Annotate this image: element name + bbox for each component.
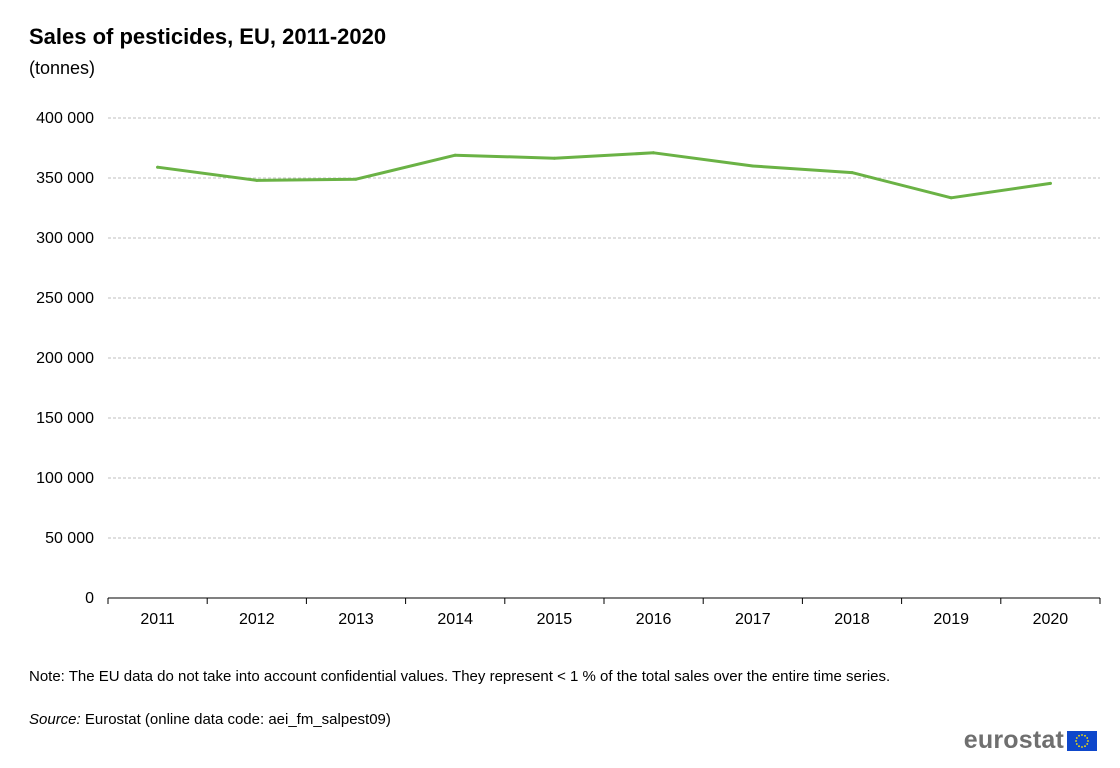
data-point — [949, 196, 953, 200]
y-tick-label: 50 000 — [45, 530, 94, 547]
data-point — [850, 171, 854, 175]
data-point — [156, 165, 160, 169]
x-tick-label: 2015 — [537, 611, 573, 628]
axes: 0 50 000 100 000 150 000 200 000 250 000 300 0… — [36, 110, 1101, 628]
flag-star — [1084, 744, 1086, 747]
y-tick-label: 300 000 — [36, 230, 94, 247]
data-point — [751, 164, 755, 168]
series — [156, 151, 1052, 200]
data-point — [1048, 181, 1052, 185]
source-text: Eurostat (online data code: aei_fm_salpe… — [80, 711, 391, 728]
gridlines — [108, 117, 1100, 539]
y-tick-label: 0 — [85, 590, 94, 607]
flag-star — [1075, 739, 1077, 742]
flag-star — [1087, 739, 1089, 742]
x-tick-label: 2013 — [338, 611, 374, 628]
x-tick-label: 2020 — [1033, 611, 1069, 628]
flag-star — [1075, 736, 1078, 739]
x-tick-label: 2011 — [140, 611, 175, 628]
data-point — [652, 151, 656, 155]
series-line — [156, 151, 1052, 200]
eu-flag-icon — [1067, 730, 1097, 751]
line-chart: 0 50 000 100 000 150 000 200 000 250 000 300 0… — [36, 110, 1101, 628]
x-tick-label: 2016 — [636, 611, 672, 628]
flag-star — [1086, 736, 1089, 739]
x-tick-label: 2014 — [437, 611, 473, 628]
source-label: Source: — [29, 711, 81, 728]
chart-subtitle: (tonnes) — [29, 58, 96, 78]
flag-star — [1084, 734, 1086, 737]
eurostat-logo: eurostat — [964, 726, 1097, 755]
data-point — [255, 178, 259, 182]
chart-title: Sales of pesticides, EU, 2011-2020 — [29, 24, 387, 49]
y-tick-label: 350 000 — [36, 170, 94, 187]
y-tick-label: 200 000 — [36, 350, 94, 367]
flag-star — [1081, 745, 1083, 748]
y-tick-label: 400 000 — [36, 110, 94, 127]
y-tick-label: 150 000 — [36, 410, 94, 427]
footnote: Note: The EU data do not take into accou… — [29, 668, 891, 685]
source-line: Source: Eurostat (online data code: aei_… — [29, 711, 391, 728]
x-tick-label: 2019 — [933, 611, 969, 628]
data-point — [453, 153, 457, 157]
flag-star — [1078, 734, 1080, 737]
x-tick-label: 2018 — [834, 611, 870, 628]
flag-star — [1075, 742, 1078, 745]
data-point — [354, 177, 358, 181]
data-point — [552, 156, 556, 160]
x-tick-label: 2012 — [239, 611, 275, 628]
y-tick-label: 250 000 — [36, 290, 94, 307]
flag-star — [1086, 742, 1089, 745]
y-tick-label: 100 000 — [36, 470, 94, 487]
flag-star — [1078, 744, 1080, 747]
flag-star — [1081, 733, 1083, 736]
logo-text: eurostat — [963, 726, 1064, 754]
x-tick-label: 2017 — [735, 611, 771, 628]
